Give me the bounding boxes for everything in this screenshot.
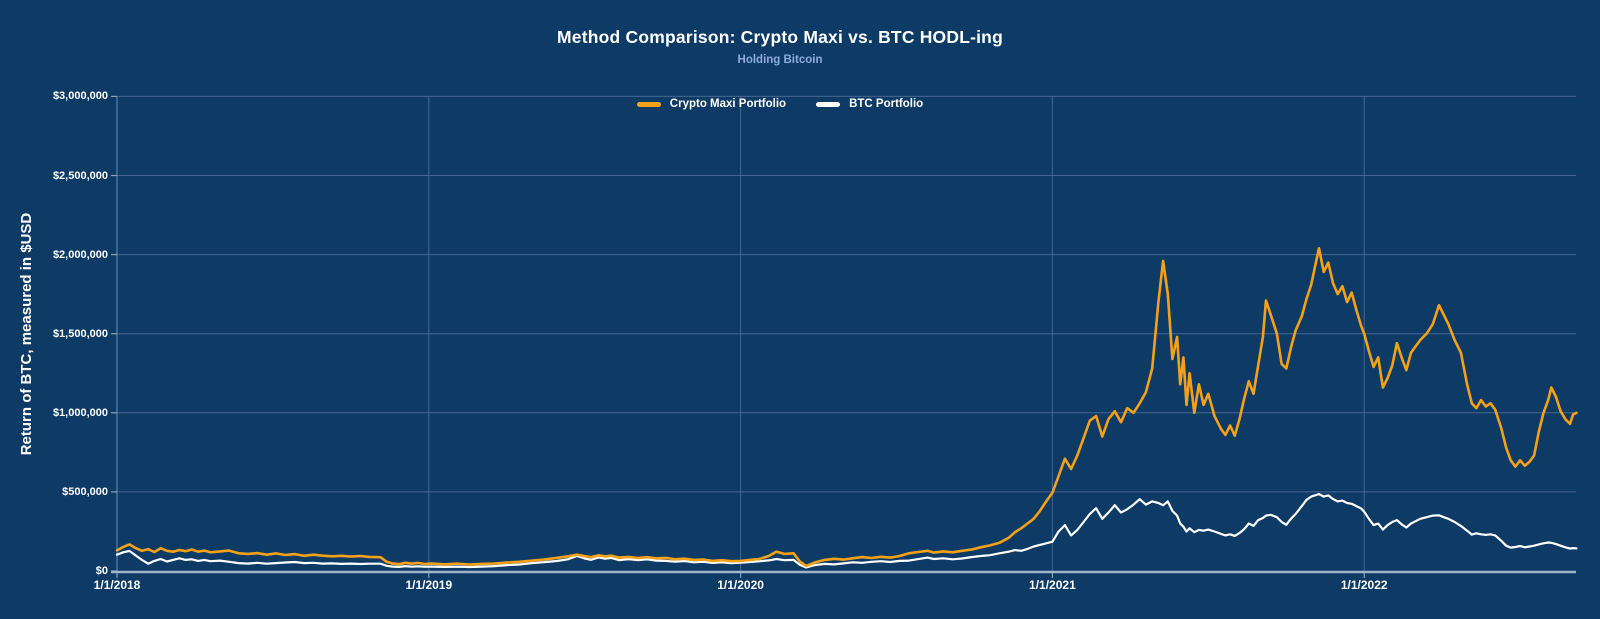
x-tick-label-2019: 1/1/2019	[405, 578, 453, 592]
btc-line-swatch-icon	[816, 101, 841, 107]
chart-title: Method Comparison: Crypto Maxi vs. BTC H…	[557, 27, 1003, 47]
y-tick-label-2m: $2,000,000	[52, 248, 108, 261]
crypto-maxi-line-swatch-icon	[636, 101, 661, 107]
legend-label-crypto-maxi: Crypto Maxi Portfolio	[669, 98, 787, 110]
x-tick-label-2018: 1/1/2018	[93, 578, 141, 592]
y-tick-label-1-5m: $1,500,000	[52, 327, 108, 340]
y-tick-label-3m: $3,000,000	[52, 90, 108, 103]
legend: Crypto Maxi Portfolio BTC Portfolio	[0, 98, 1560, 110]
btc-portfolio-line	[115, 492, 1578, 569]
legend-item-btc: BTC Portfolio	[816, 98, 923, 110]
y-tick-label-500k: $500,000	[62, 485, 108, 498]
chart-subtitle: Holding Bitcoin	[737, 54, 823, 66]
x-tick-label-2020: 1/1/2020	[717, 578, 764, 592]
x-tick-label-2021: 1/1/2021	[1029, 578, 1076, 592]
y-tick-label-0: $0	[95, 565, 108, 577]
y-tick-label-1m: $1,000,000	[52, 406, 108, 419]
x-tick-label-2022: 1/1/2022	[1340, 578, 1388, 592]
legend-item-crypto-maxi: Crypto Maxi Portfolio	[636, 98, 787, 110]
y-tick-label-2-5m: $2,500,000	[52, 169, 108, 182]
legend-label-btc: BTC Portfolio	[849, 98, 924, 110]
crypto-maxi-portfolio-line	[115, 247, 1578, 568]
